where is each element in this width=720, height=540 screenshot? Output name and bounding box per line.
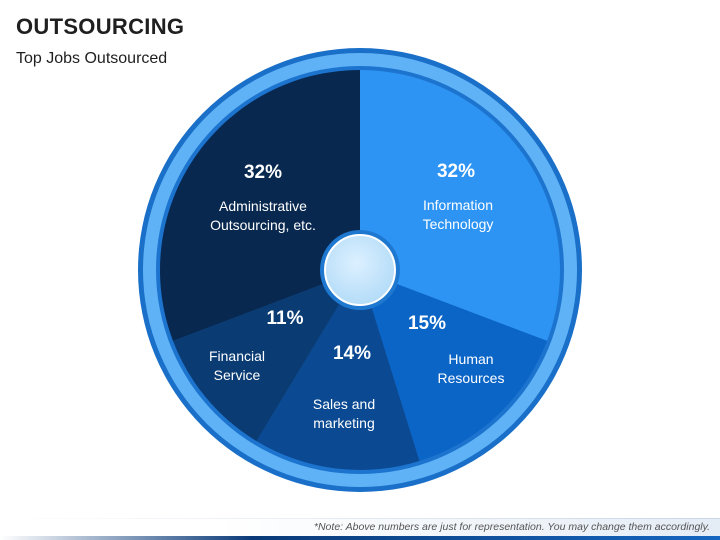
pie-slice (173, 270, 360, 442)
page-subtitle: Top Jobs Outsourced (16, 50, 168, 67)
footer-bar (0, 518, 720, 540)
slice-category-label: Human Resources (438, 351, 505, 386)
pie-hub (324, 234, 396, 306)
slice-percent-label: 11% (267, 308, 304, 329)
slice-category-label: Information Technology (423, 197, 494, 232)
slice-percent-label: 32% (244, 162, 282, 183)
slice-category-label: Administrative Outsourcing, etc. (210, 198, 316, 233)
slice-category-label: Financial Service (209, 348, 265, 383)
pie-slice (360, 270, 547, 461)
pie-slices (160, 70, 560, 470)
pie-slice (256, 270, 420, 470)
pie-slice (160, 70, 360, 341)
slice-percent-label: 15% (408, 313, 446, 334)
slice-percent-label: 14% (333, 343, 371, 364)
pie-labels: 32% Information Technology 15% Human Resource… (209, 161, 504, 431)
page-title: OUTSOURCING (16, 14, 185, 39)
slice-category-label: Sales and marketing (313, 396, 375, 431)
pie-slice (360, 70, 560, 341)
slice-percent-label: 32% (437, 161, 475, 182)
footer-note: *Note: Above numbers are just for repres… (313, 521, 710, 533)
